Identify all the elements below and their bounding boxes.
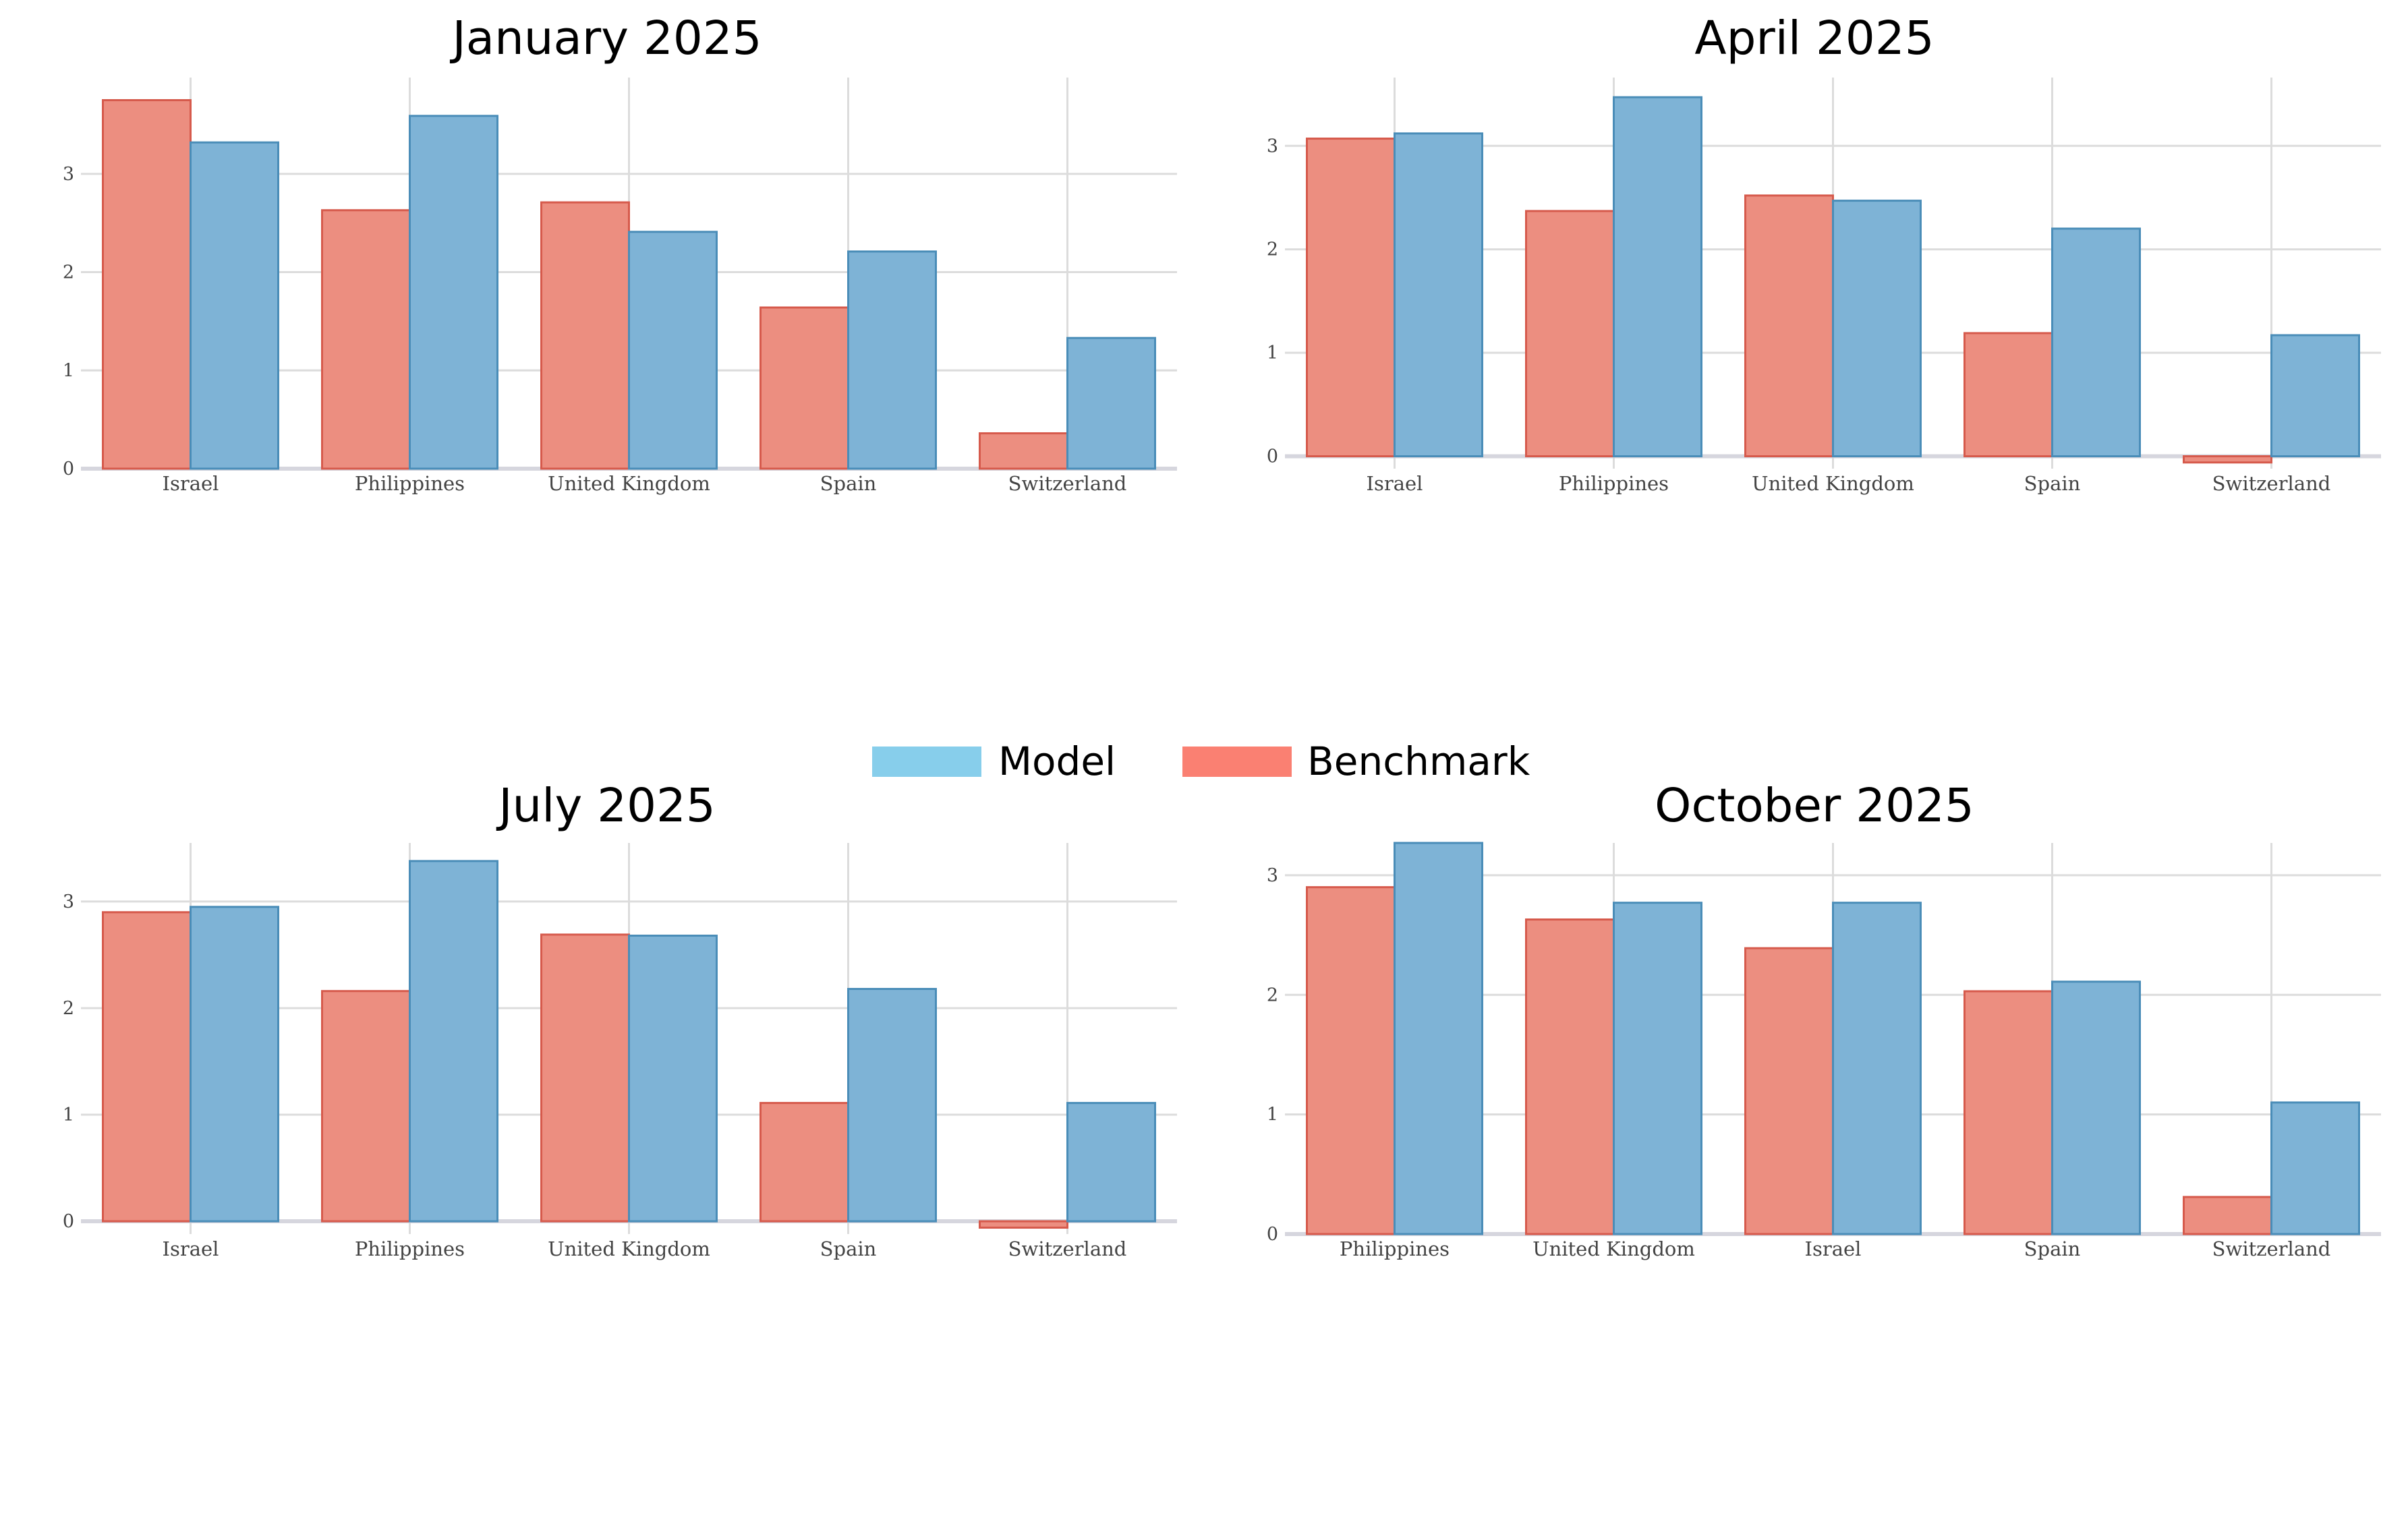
- panel-july: July 2025 0 1 2 3 Israel Philippines United Ki…: [63, 779, 1177, 1260]
- legend: Model Benchmark: [872, 738, 1530, 784]
- y-tick-label: 3: [63, 891, 74, 912]
- bar-benchmark: [979, 432, 1068, 470]
- bar-benchmark: [759, 1102, 849, 1223]
- panel-october: October 2025 0 1 2 3 Philippines United Kingd…: [1267, 779, 2381, 1260]
- x-tick-label: Switzerland: [1008, 472, 1127, 495]
- x-tick-label: Philippines: [355, 472, 465, 495]
- x-tick-label: Spain: [2024, 1237, 2081, 1260]
- x-tick-label: Philippines: [355, 1237, 465, 1260]
- bar-model: [1613, 902, 1702, 1235]
- bar-benchmark: [1306, 886, 1396, 1235]
- panel-january: January 2025 0 1 2 3 Israel Philippines United…: [63, 11, 1177, 495]
- plot-area: 0 1 2 3 Israel Philippines United Kingdom Spain…: [63, 78, 1177, 495]
- bar-benchmark: [321, 990, 411, 1223]
- y-tick-label: 3: [1267, 136, 1278, 156]
- bar-model: [190, 141, 279, 470]
- plot-area: 0 1 2 3 Israel Philippines United Kingdom Spain…: [1267, 78, 2381, 495]
- bar-model: [847, 988, 937, 1223]
- bar-model: [2270, 1101, 2360, 1235]
- bar-benchmark: [540, 933, 630, 1223]
- x-tick-label: United Kingdom: [548, 1237, 710, 1260]
- bar-benchmark: [979, 1220, 1068, 1229]
- x-tick-label: Israel: [1805, 1237, 1862, 1260]
- bar-model: [2051, 980, 2141, 1235]
- bar-benchmark: [1744, 194, 1834, 458]
- panel-title: July 2025: [496, 779, 716, 833]
- y-tick-label: 1: [63, 360, 74, 381]
- bar-model: [1832, 200, 1922, 458]
- y-tick-label: 0: [1267, 1224, 1278, 1245]
- y-tick-label: 3: [63, 164, 74, 185]
- bar-model: [2270, 334, 2360, 458]
- x-tick-label: Philippines: [1340, 1237, 1450, 1260]
- bar-benchmark: [102, 99, 192, 470]
- bar-benchmark: [2183, 1196, 2272, 1235]
- legend-swatch-benchmark: [1182, 747, 1292, 777]
- bar-model: [190, 906, 279, 1223]
- x-tick-label: Philippines: [1559, 472, 1669, 495]
- y-tick-label: 2: [63, 998, 74, 1019]
- bar-model: [847, 250, 937, 470]
- y-tick-label: 1: [1267, 343, 1278, 363]
- bar-benchmark: [1306, 138, 1396, 458]
- bar-model: [1613, 96, 1702, 458]
- bar-model: [2051, 227, 2141, 458]
- bar-model: [1832, 902, 1922, 1235]
- bar-benchmark: [540, 201, 630, 470]
- bar-benchmark: [1525, 918, 1615, 1235]
- bar-model: [1066, 1102, 1156, 1223]
- x-tick-label: Israel: [1367, 472, 1423, 495]
- x-tick-label: Israel: [163, 472, 219, 495]
- x-tick-label: Switzerland: [2212, 472, 2331, 495]
- y-tick-label: 0: [63, 1211, 74, 1232]
- legend-label-model: Model: [998, 738, 1116, 784]
- bar-model: [628, 231, 718, 470]
- bar-model: [628, 934, 718, 1223]
- x-tick-label: Spain: [820, 472, 877, 495]
- panel-title: April 2025: [1694, 11, 1934, 65]
- panel-april: April 2025 0 1 2 3 Israel Philippines United K…: [1267, 11, 2381, 495]
- y-tick-label: 2: [63, 262, 74, 283]
- plot-area: 0 1 2 3 Philippines United Kingdom Israel Spain…: [1267, 842, 2381, 1260]
- x-tick-label: United Kingdom: [1532, 1237, 1695, 1260]
- bar-benchmark: [102, 911, 192, 1223]
- bar-benchmark: [1744, 947, 1834, 1235]
- x-tick-label: United Kingdom: [1752, 472, 1914, 495]
- x-tick-label: Switzerland: [1008, 1237, 1127, 1260]
- bar-benchmark: [321, 209, 411, 470]
- bar-model: [1394, 132, 1483, 458]
- panel-title: October 2025: [1655, 779, 1974, 833]
- bar-benchmark: [1963, 990, 2053, 1235]
- bar-model: [409, 115, 498, 470]
- y-tick-label: 0: [63, 459, 74, 479]
- bar-benchmark: [759, 306, 849, 470]
- y-tick-label: 1: [1267, 1105, 1278, 1125]
- x-tick-label: Switzerland: [2212, 1237, 2331, 1260]
- bar-benchmark: [1963, 332, 2053, 458]
- bar-model: [1394, 842, 1483, 1235]
- x-tick-label: Spain: [2024, 472, 2081, 495]
- legend-swatch-model: [872, 747, 981, 777]
- bar-model: [409, 860, 498, 1223]
- y-tick-label: 2: [1267, 985, 1278, 1005]
- bar-benchmark: [2183, 455, 2272, 464]
- x-tick-label: United Kingdom: [548, 472, 710, 495]
- bar-model: [1066, 336, 1156, 470]
- x-tick-label: Israel: [163, 1237, 219, 1260]
- y-tick-label: 3: [1267, 865, 1278, 886]
- plot-area: 0 1 2 3 Israel Philippines United Kingdom Spain…: [63, 843, 1177, 1260]
- x-tick-label: Spain: [820, 1237, 877, 1260]
- panel-title: January 2025: [449, 11, 762, 65]
- y-tick-label: 1: [63, 1105, 74, 1125]
- legend-label-benchmark: Benchmark: [1307, 738, 1530, 784]
- bar-benchmark: [1525, 210, 1615, 458]
- y-tick-label: 2: [1267, 239, 1278, 260]
- y-tick-label: 0: [1267, 446, 1278, 467]
